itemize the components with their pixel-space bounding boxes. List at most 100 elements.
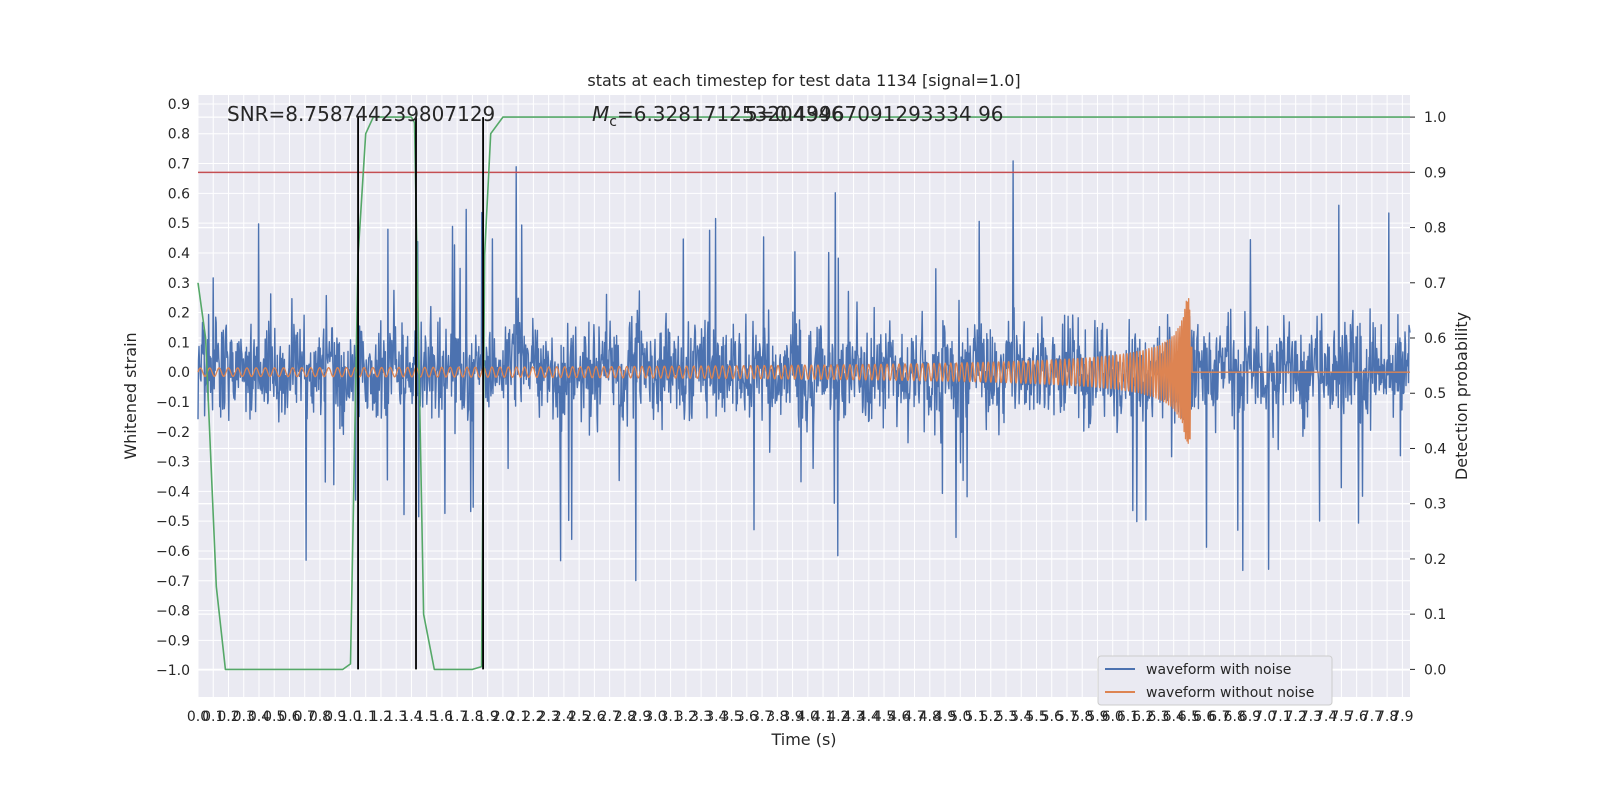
x-tick-label: 4.0 (797, 709, 819, 725)
mc-subscript: c (609, 114, 617, 130)
y-tick-label: 0.5 (168, 216, 190, 232)
x-tick-label: 1.3 (385, 709, 407, 725)
x-tick-label: 6.8 (1224, 709, 1246, 725)
x-tick-label: 0.4 (248, 709, 270, 725)
x-tick-label: 6.6 (1193, 709, 1215, 725)
x-tick-label: 4.1 (812, 709, 834, 725)
x-tick-label: 3.7 (751, 709, 773, 725)
y-tick-labels: 0.9 0.8 0.7 0.6 0.5 0.4 0.3 0.2 0.1 0.0 −0.1 −0.2 −0… (156, 97, 190, 679)
x-tick-label: 0.2 (217, 709, 239, 725)
x-tick-label: 2.5 (568, 709, 590, 725)
y2-tick-label: 0.0 (1424, 662, 1446, 678)
x-tick-label: 5.0 (949, 709, 971, 725)
x-tick-label: 7.3 (1300, 709, 1322, 725)
x-tick-label: 0.3 (233, 709, 255, 725)
y-tick-label: −0.3 (156, 455, 190, 471)
y2-tick-label: 0.8 (1424, 221, 1446, 237)
x-tick-label: 2.3 (538, 709, 560, 725)
x-tick-label: 1.1 (355, 709, 377, 725)
x-tick-label: 6.3 (1147, 709, 1169, 725)
y2-tick-label: 0.1 (1424, 607, 1446, 623)
x-tick-label: 2.1 (507, 709, 529, 725)
x-tick-label: 7.5 (1330, 709, 1352, 725)
y-tick-label: −1.0 (156, 663, 190, 679)
y-tick-label: −0.4 (156, 484, 190, 500)
clean-waveform-line (197, 297, 1411, 444)
x-tick-label: 3.4 (705, 709, 727, 725)
x-tick-label: 7.6 (1346, 709, 1368, 725)
x-tick-label: 4.5 (873, 709, 895, 725)
x-tick-label: 7.7 (1361, 709, 1383, 725)
x-tick-label: 2.4 (553, 709, 575, 725)
y2-tick-label: 0.3 (1424, 497, 1446, 513)
x-tick-label: 2.7 (598, 709, 620, 725)
y2-tick-label: 0.6 (1424, 331, 1446, 347)
x-tick-label: 2.9 (629, 709, 651, 725)
x-tick-label: 5.4 (1010, 709, 1032, 725)
legend-label-noise: waveform with noise (1146, 662, 1291, 678)
x-tick-label: 7.1 (1269, 709, 1291, 725)
x-tick-label: 7.4 (1315, 709, 1337, 725)
x-tick-label: 1.6 (431, 709, 453, 725)
snr-annotation: SNR=8.758744239807129 (227, 102, 495, 126)
x-tick-label: 4.3 (842, 709, 864, 725)
y-tick-label: 0.4 (168, 246, 190, 262)
legend: waveform with noise waveform without noi… (1097, 655, 1333, 706)
x-tick-label: 3.2 (675, 709, 697, 725)
y2-tick-label: 0.9 (1424, 165, 1446, 181)
x-tick-label: 7.8 (1376, 709, 1398, 725)
x-tick-label: 4.4 (858, 709, 880, 725)
x-tick-label: 1.2 (370, 709, 392, 725)
y-tick-label: −0.1 (156, 395, 190, 411)
x-tick-label: 0.5 (263, 709, 285, 725)
y-tick-label: −0.7 (156, 574, 190, 590)
x-tick-label: 3.6 (736, 709, 758, 725)
x-tick-label: 4.2 (827, 709, 849, 725)
y-tick-label: −0.9 (156, 633, 190, 649)
x-tick-label: 6.1 (1117, 709, 1139, 725)
y-axis-label: Whitened strain (121, 332, 140, 459)
x-tick-label: 1.8 (461, 709, 483, 725)
x-tick-label: 1.4 (400, 709, 422, 725)
y-tick-label: 0.9 (168, 97, 190, 113)
y2-tick-label: 0.2 (1424, 552, 1446, 568)
data-layer (197, 116, 1411, 671)
y-tick-label: 0.6 (168, 186, 190, 202)
x-tick-label: 5.5 (1025, 709, 1047, 725)
x-tick-label: 5.6 (1041, 709, 1063, 725)
y-tick-label: 0.3 (168, 276, 190, 292)
y-tick-label: 0.2 (168, 306, 190, 322)
x-tick-labels: 0.00.10.20.30.40.50.60.70.80.91.01.11.21… (187, 709, 1414, 725)
y-tick-label: −0.5 (156, 514, 190, 530)
x-tick-label: 1.9 (477, 709, 499, 725)
x-tick-label: 0.9 (324, 709, 346, 725)
x-tick-label: 7.9 (1391, 709, 1413, 725)
x-tick-label: 6.7 (1208, 709, 1230, 725)
detection-probability-line (197, 116, 1410, 671)
overlap-annotation: 5=0.49967091293334 96 (745, 102, 1004, 126)
y2-tick-label: 1.0 (1424, 110, 1446, 126)
x-tick-label: 2.2 (522, 709, 544, 725)
x-tick-label: 4.7 (903, 709, 925, 725)
mc-annotation: Mc=6.328171253204346 (592, 102, 844, 130)
mc-value: =6.328171253204346 (617, 102, 844, 126)
y2-tick-labels: 1.0 0.9 0.8 0.7 0.6 0.5 0.4 0.3 0.2 0.1 0.0 (1424, 110, 1446, 678)
x-tick-label: 5.9 (1086, 709, 1108, 725)
x-tick-label: 1.7 (446, 709, 468, 725)
x-tick-label: 6.5 (1178, 709, 1200, 725)
y-tick-label: 0.1 (168, 335, 190, 351)
y2-tick-label: 0.5 (1424, 386, 1446, 402)
y-tick-label: 0.7 (168, 157, 190, 173)
x-tick-label: 0.1 (202, 709, 224, 725)
y2-tick-label: 0.7 (1424, 276, 1446, 292)
x-tick-label: 3.8 (766, 709, 788, 725)
x-tick-label: 7.0 (1254, 709, 1276, 725)
x-tick-label: 0.6 (278, 709, 300, 725)
y-tick-label: 0.0 (168, 365, 190, 381)
x-tick-label: 4.6 (888, 709, 910, 725)
x-tick-label: 6.2 (1132, 709, 1154, 725)
x-tick-label: 6.4 (1163, 709, 1185, 725)
x-tick-label: 5.2 (980, 709, 1002, 725)
x-tick-label: 3.5 (720, 709, 742, 725)
